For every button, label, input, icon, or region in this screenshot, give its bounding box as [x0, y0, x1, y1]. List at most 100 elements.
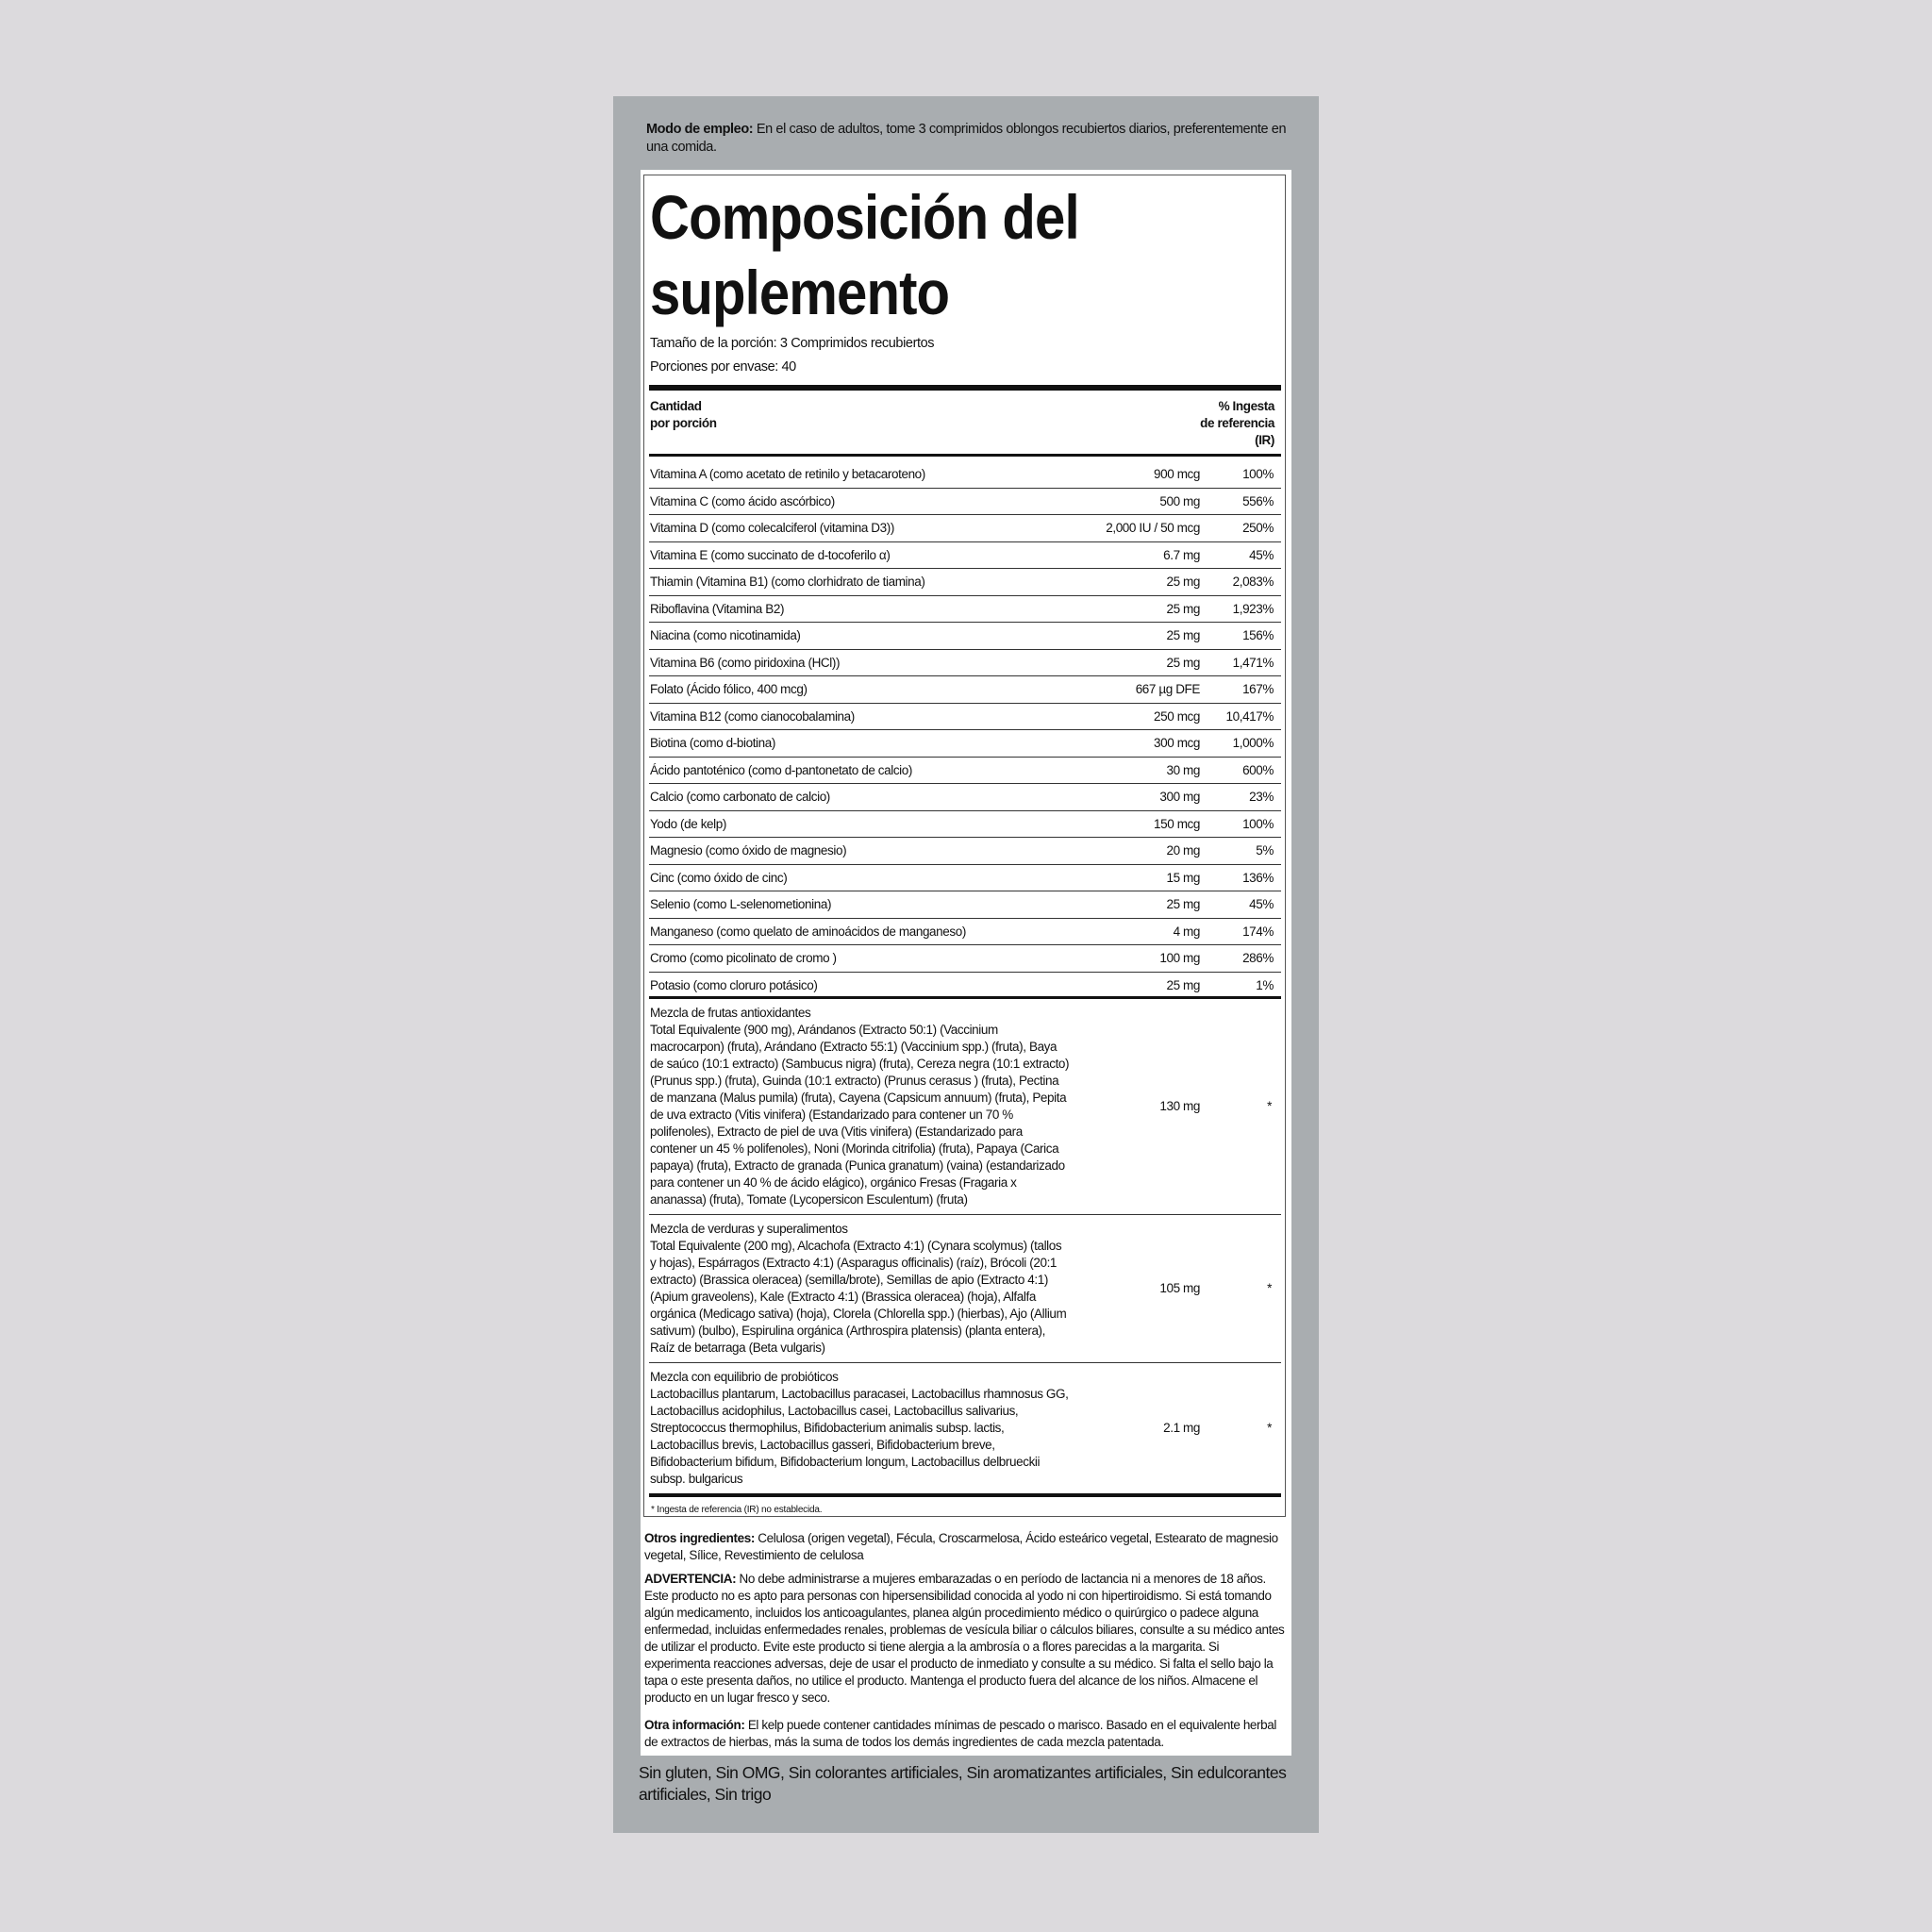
nutrient-amount: 300 mg	[1159, 790, 1200, 804]
divider	[649, 385, 1281, 391]
nutrient-percent: 100%	[1242, 467, 1274, 481]
nutrient-amount: 25 mg	[1166, 601, 1200, 616]
nutrient-name: Vitamina D (como colecalciferol (vitamin…	[650, 521, 894, 535]
nutrient-amount: 25 mg	[1166, 897, 1200, 911]
other-ingredients: Otros ingredientes: Celulosa (origen veg…	[644, 1531, 1278, 1562]
blend-row: Mezcla de frutas antioxidantes Total Equi…	[649, 999, 1281, 1215]
blend-ingredients: Total Equivalente (900 mg), Arándanos (E…	[650, 1023, 1070, 1207]
other-information: Otra información: El kelp puede contener…	[644, 1718, 1276, 1749]
nutrient-name: Folato (Ácido fólico, 400 mcg)	[650, 682, 808, 696]
nutrient-amount: 150 mcg	[1154, 816, 1200, 831]
nutrient-name: Vitamina B6 (como piridoxina (HCl))	[650, 655, 841, 670]
nutrient-amount: 25 mg	[1166, 977, 1200, 992]
table-row: Potasio (como cloruro potásico) 25 mg 1%	[649, 973, 1281, 999]
nutrient-amount: 100 mg	[1159, 951, 1200, 965]
blend-title: Mezcla de frutas antioxidantes	[650, 1006, 811, 1020]
nutrient-name: Cromo (como picolinato de cromo )	[650, 951, 837, 965]
blend-percent: *	[1267, 1099, 1272, 1113]
table-row: Cromo (como picolinato de cromo ) 100 mg 2…	[649, 945, 1281, 973]
nutrient-name: Cinc (como óxido de cinc)	[650, 870, 788, 885]
nutrient-name: Potasio (como cloruro potásico)	[650, 977, 818, 992]
table-row: Magnesio (como óxido de magnesio) 20 mg 5%	[649, 838, 1281, 865]
nutrient-amount: 25 mg	[1166, 655, 1200, 670]
nutrient-name: Selenio (como L-selenometionina)	[650, 897, 832, 911]
table-row: Folato (Ácido fólico, 400 mcg) 667 µg DFE…	[649, 676, 1281, 704]
servings-per-container: Porciones por envase: 40	[650, 359, 796, 375]
table-row: Vitamina E (como succinato de d-tocoferi…	[649, 542, 1281, 569]
nutrient-amount: 25 mg	[1166, 575, 1200, 589]
nutrient-amount: 500 mg	[1159, 493, 1200, 508]
nutrient-table: Vitamina A (como acetato de retinilo y b…	[649, 461, 1281, 1523]
divider	[649, 454, 1281, 457]
blend-row: Mezcla de verduras y superalimentos Total…	[649, 1215, 1281, 1363]
table-row: Yodo (de kelp) 150 mcg 100%	[649, 811, 1281, 838]
nutrient-name: Calcio (como carbonato de calcio)	[650, 790, 830, 804]
nutrient-name: Vitamina E (como succinato de d-tocoferi…	[650, 547, 891, 562]
supplement-facts: Composición del suplemento Tamaño de la p…	[643, 175, 1286, 1517]
nutrient-percent: 5%	[1256, 843, 1274, 858]
nutrient-amount: 25 mg	[1166, 628, 1200, 642]
nutrient-percent: 250%	[1242, 521, 1274, 535]
facts-title: Composición del suplemento	[650, 182, 1080, 327]
blend-amount: 105 mg	[1159, 1281, 1200, 1295]
table-row: Niacina (como nicotinamida) 25 mg 156%	[649, 623, 1281, 650]
nutrient-name: Vitamina B12 (como cianocobalamina)	[650, 708, 855, 724]
footnote: * Ingesta de referencia (IR) no establec…	[651, 1505, 823, 1515]
nutrient-percent: 10,417%	[1225, 708, 1274, 724]
table-row: Cinc (como óxido de cinc) 15 mg 136%	[649, 865, 1281, 891]
blend-amount: 2.1 mg	[1163, 1421, 1200, 1435]
blend-ingredients: Lactobacillus plantarum, Lactobacillus p…	[650, 1387, 1069, 1486]
nutrient-name: Vitamina A (como acetato de retinilo y b…	[650, 467, 925, 481]
table-row: Biotina (como d-biotina) 300 mcg 1,000%	[649, 730, 1281, 758]
nutrient-percent: 556%	[1242, 493, 1274, 508]
nutrient-percent: 1%	[1256, 977, 1274, 992]
nutrient-name: Riboflavina (Vitamina B2)	[650, 601, 785, 616]
table-row: Vitamina B6 (como piridoxina (HCl)) 25 mg…	[649, 650, 1281, 676]
blend-amount: 130 mg	[1159, 1099, 1200, 1113]
nutrient-percent: 45%	[1249, 897, 1274, 911]
nutrient-percent: 2,083%	[1232, 575, 1274, 589]
blend-percent: *	[1267, 1421, 1272, 1435]
nutrient-percent: 136%	[1242, 870, 1274, 885]
nutrient-amount: 667 µg DFE	[1135, 682, 1201, 696]
label-panel: Modo de empleo: En el caso de adultos, t…	[613, 96, 1319, 1833]
nutrient-percent: 167%	[1242, 682, 1274, 696]
nutrient-amount: 300 mcg	[1154, 736, 1200, 750]
nutrient-percent: 1,471%	[1232, 655, 1274, 670]
nutrient-percent: 100%	[1242, 816, 1274, 831]
blend-title: Mezcla con equilibrio de probióticos	[650, 1370, 839, 1384]
nutrient-percent: 174%	[1242, 924, 1274, 939]
nutrient-name: Vitamina C (como ácido ascórbico)	[650, 493, 835, 508]
serving-size: Tamaño de la porción: 3 Comprimidos recu…	[650, 336, 935, 351]
nutrient-amount: 15 mg	[1166, 870, 1200, 885]
table-row: Riboflavina (Vitamina B2) 25 mg 1,923%	[649, 596, 1281, 623]
nutrient-name: Biotina (como d-biotina)	[650, 736, 775, 750]
nutrient-amount: 900 mcg	[1154, 467, 1200, 481]
blend-row: Mezcla con equilibrio de probióticos Lact…	[649, 1363, 1281, 1497]
nutrient-percent: 1,923%	[1232, 601, 1274, 616]
blend-ingredients: Total Equivalente (200 mg), Alcachofa (E…	[650, 1239, 1067, 1355]
label-white-area: Composición del suplemento Tamaño de la p…	[641, 170, 1291, 1756]
table-header: Cantidad por porción % Ingesta de referen…	[650, 399, 1274, 447]
nutrient-name: Niacina (como nicotinamida)	[650, 628, 801, 642]
table-row: Vitamina B12 (como cianocobalamina) 250 m…	[649, 704, 1281, 730]
nutrient-name: Manganeso (como quelato de aminoácidos d…	[650, 924, 966, 939]
nutrient-percent: 45%	[1249, 547, 1274, 562]
nutrient-amount: 250 mcg	[1154, 708, 1200, 724]
nutrient-amount: 30 mg	[1166, 762, 1200, 777]
nutrient-name: Yodo (de kelp)	[650, 816, 726, 831]
nutrient-amount: 2,000 IU / 50 mcg	[1106, 521, 1200, 535]
table-row: Selenio (como L-selenometionina) 25 mg 45%	[649, 891, 1281, 919]
nutrient-percent: 600%	[1242, 762, 1274, 777]
table-row: Vitamina A (como acetato de retinilo y b…	[649, 461, 1281, 489]
nutrient-percent: 286%	[1242, 951, 1274, 965]
free-from-claims: Sin gluten, Sin OMG, Sin colorantes arti…	[639, 1763, 1287, 1804]
table-row: Manganeso (como quelato de aminoácidos d…	[649, 919, 1281, 945]
nutrient-percent: 1,000%	[1232, 736, 1274, 750]
table-row: Ácido pantoténico (como d-pantonetato de…	[649, 758, 1281, 784]
nutrient-amount: 4 mg	[1173, 924, 1201, 939]
nutrient-amount: 6.7 mg	[1163, 547, 1200, 562]
nutrient-percent: 23%	[1249, 790, 1274, 804]
nutrient-name: Thiamin (Vitamina B1) (como clorhidrato …	[650, 575, 925, 589]
directions: Modo de empleo: En el caso de adultos, t…	[646, 122, 1287, 155]
